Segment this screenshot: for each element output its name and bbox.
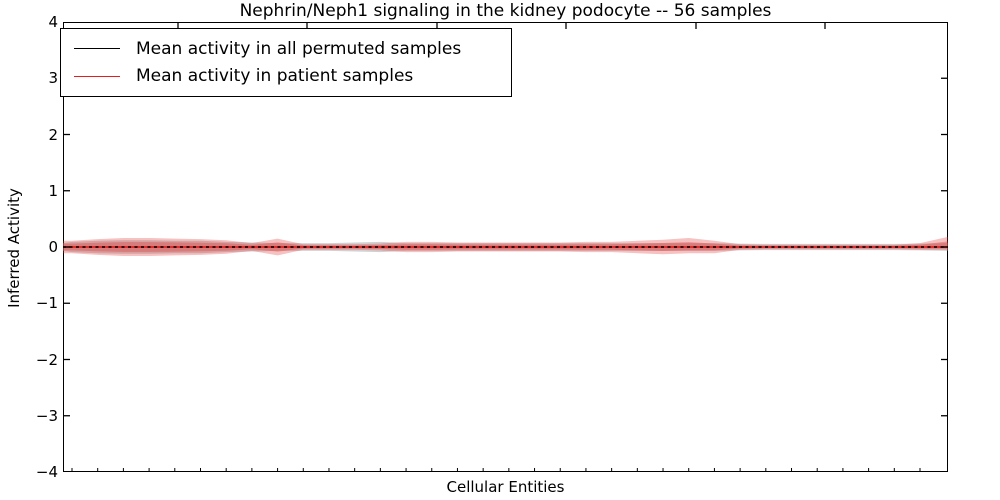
legend-line-sample-patient	[74, 75, 120, 77]
legend-item-patient: Mean activity in patient samples	[61, 66, 511, 86]
chart-title: Nephrin/Neph1 signaling in the kidney po…	[239, 1, 772, 21]
y-tick-label: −2	[35, 350, 58, 369]
y-tick-label: 4	[48, 13, 58, 31]
y-tick-label: 1	[48, 181, 58, 200]
y-tick-label: 0	[48, 238, 58, 256]
legend-label: Mean activity in patient samples	[136, 66, 414, 87]
y-tick-label: 2	[48, 125, 58, 144]
y-tick-label: −3	[35, 406, 58, 425]
y-tick-label: 3	[48, 69, 58, 88]
legend-label: Mean activity in all permuted samples	[136, 38, 462, 59]
legend-line-sample-permuted	[74, 48, 120, 50]
y-tick-label: −1	[35, 294, 58, 313]
y-tick-label: −4	[35, 463, 58, 481]
legend-item-permuted: Mean activity in all permuted samples	[61, 39, 511, 59]
legend: Mean activity in all permuted samples Me…	[60, 28, 512, 97]
x-axis-label: Cellular Entities	[446, 478, 565, 496]
